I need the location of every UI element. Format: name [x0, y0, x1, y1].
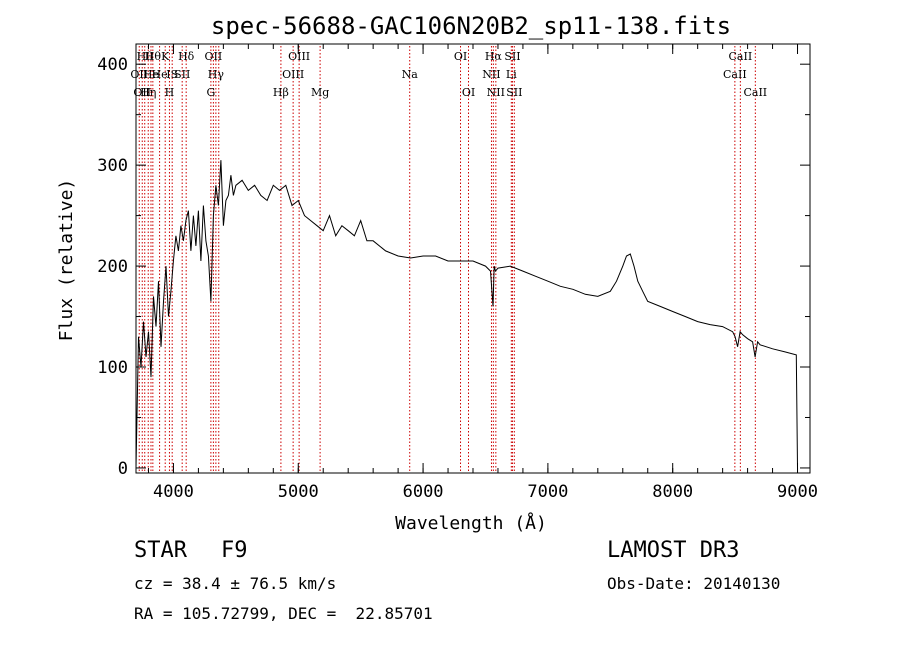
line-marker-label: He: [143, 68, 159, 81]
line-marker-label: SII: [174, 68, 190, 81]
survey-name: LAMOST DR3: [607, 538, 740, 563]
coordinates-readout: RA = 105.72799, DEC = 22.85701: [134, 604, 433, 623]
line-marker-label: Hβ: [273, 86, 289, 99]
line-marker-label: Li: [506, 68, 517, 81]
y-tick-label: 200: [97, 257, 128, 277]
line-marker-label: OI: [462, 86, 475, 99]
line-marker-label: NII: [482, 68, 500, 81]
axis-ticks: 4000 5000 6000 7000 8000 9000 0 100 200 300 400: [97, 44, 818, 502]
observation-date: Obs-Date: 20140130: [607, 574, 781, 593]
line-marker-label: G: [206, 86, 215, 99]
line-marker-label: OIII: [282, 68, 304, 81]
line-marker-label: Hθ: [145, 50, 162, 63]
y-tick-label: 400: [97, 55, 128, 75]
line-marker-label: OII: [205, 50, 223, 63]
line-marker-label: OII: [130, 68, 148, 81]
x-tick-label: 8000: [652, 482, 693, 502]
line-marker-label: He: [152, 68, 168, 81]
x-tick-label: 4000: [153, 482, 194, 502]
line-marker-label: NII: [487, 86, 505, 99]
object-class: STAR F9: [134, 538, 247, 563]
line-marker-label: Hγ: [208, 68, 225, 81]
line-marker-label: OIII: [288, 50, 310, 63]
line-marker-label: Hα: [485, 50, 503, 63]
object-type: STAR: [134, 538, 187, 563]
plot-frame: [135, 43, 811, 474]
line-marker-label: CaII: [743, 86, 767, 99]
x-tick-label: 9000: [777, 482, 818, 502]
line-marker-label: Hδ: [178, 50, 195, 63]
y-tick-label: 300: [97, 156, 128, 176]
x-tick-label: 7000: [527, 482, 568, 502]
line-marker-label: CaII: [729, 50, 753, 63]
object-subclass: F9: [220, 538, 248, 563]
line-marker-label: SII: [506, 86, 522, 99]
line-marker-label: Hη: [140, 86, 156, 99]
y-axis-label: Flux (relative): [56, 179, 77, 342]
line-marker-label: OI: [454, 50, 467, 63]
chart-title: spec-56688-GAC106N20B2_sp11-138.fits: [211, 12, 731, 40]
x-tick-label: 5000: [278, 482, 319, 502]
x-axis-label: Wavelength (Å): [395, 512, 547, 534]
emission-line-markers: [138, 46, 756, 473]
line-marker-label: SII: [504, 50, 520, 63]
line-marker-label: IS: [166, 68, 178, 81]
line-marker-label: Mg: [311, 86, 329, 99]
y-tick-label: 100: [97, 358, 128, 378]
y-tick-label: 0: [118, 459, 128, 479]
spectrum-line: [135, 160, 798, 469]
line-marker-label: Hθ: [137, 50, 154, 63]
line-marker-label: K: [161, 50, 170, 63]
emission-line-labels: OIIOIIHθHηHeHθHeKHISSIIHδGOIIHγHβOIIIOII…: [130, 50, 767, 99]
line-marker-label: Na: [402, 68, 419, 81]
line-marker-label: H: [165, 86, 175, 99]
line-marker-label: CaII: [723, 68, 747, 81]
line-marker-label: OII: [133, 86, 151, 99]
redshift-readout: cz = 38.4 ± 76.5 km/s: [134, 574, 337, 593]
x-tick-label: 6000: [403, 482, 444, 502]
